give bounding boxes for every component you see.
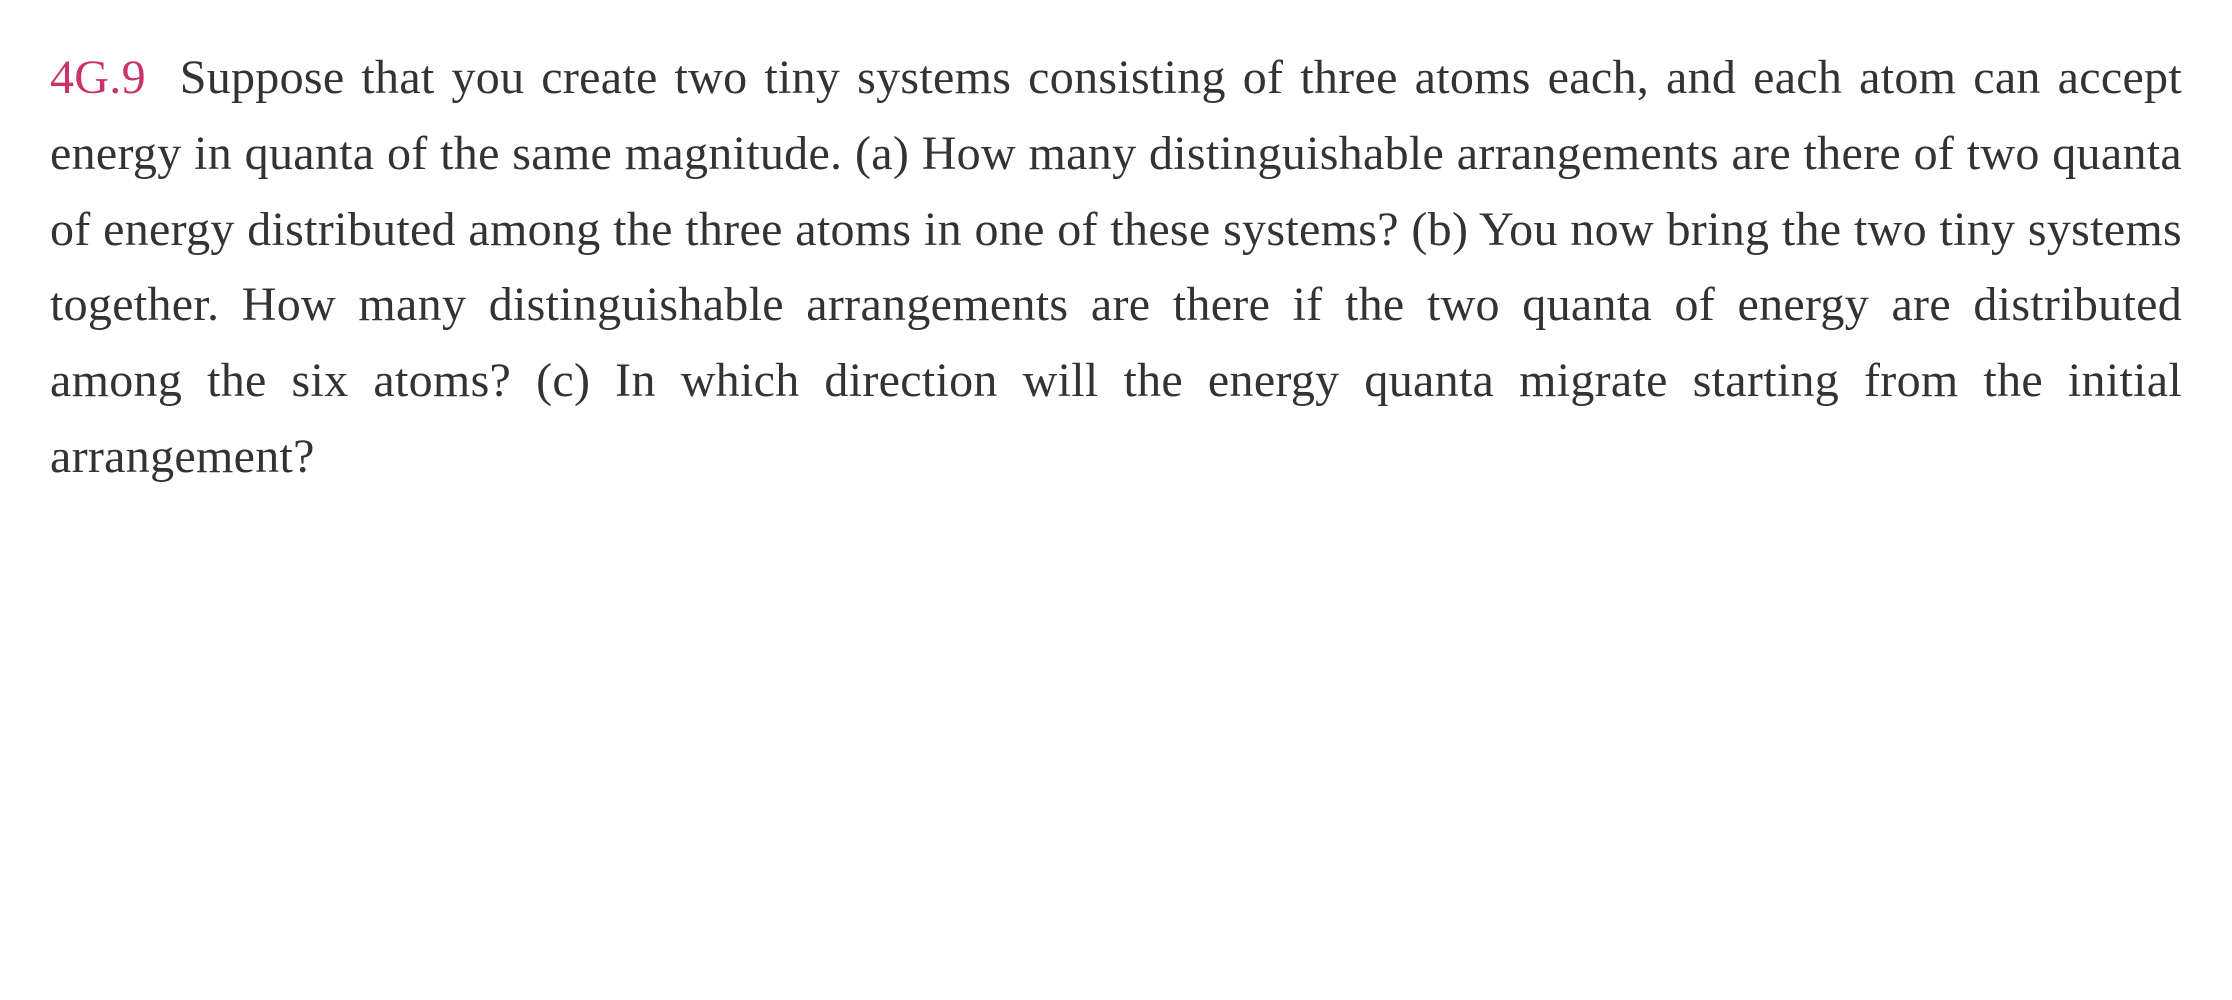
problem-number: 4G.9 — [50, 51, 146, 104]
spacer — [146, 51, 180, 104]
problem-text-content: Suppose that you create two tiny systems… — [50, 51, 2182, 483]
problem-paragraph: 4G.9 Suppose that you create two tiny sy… — [50, 40, 2182, 495]
